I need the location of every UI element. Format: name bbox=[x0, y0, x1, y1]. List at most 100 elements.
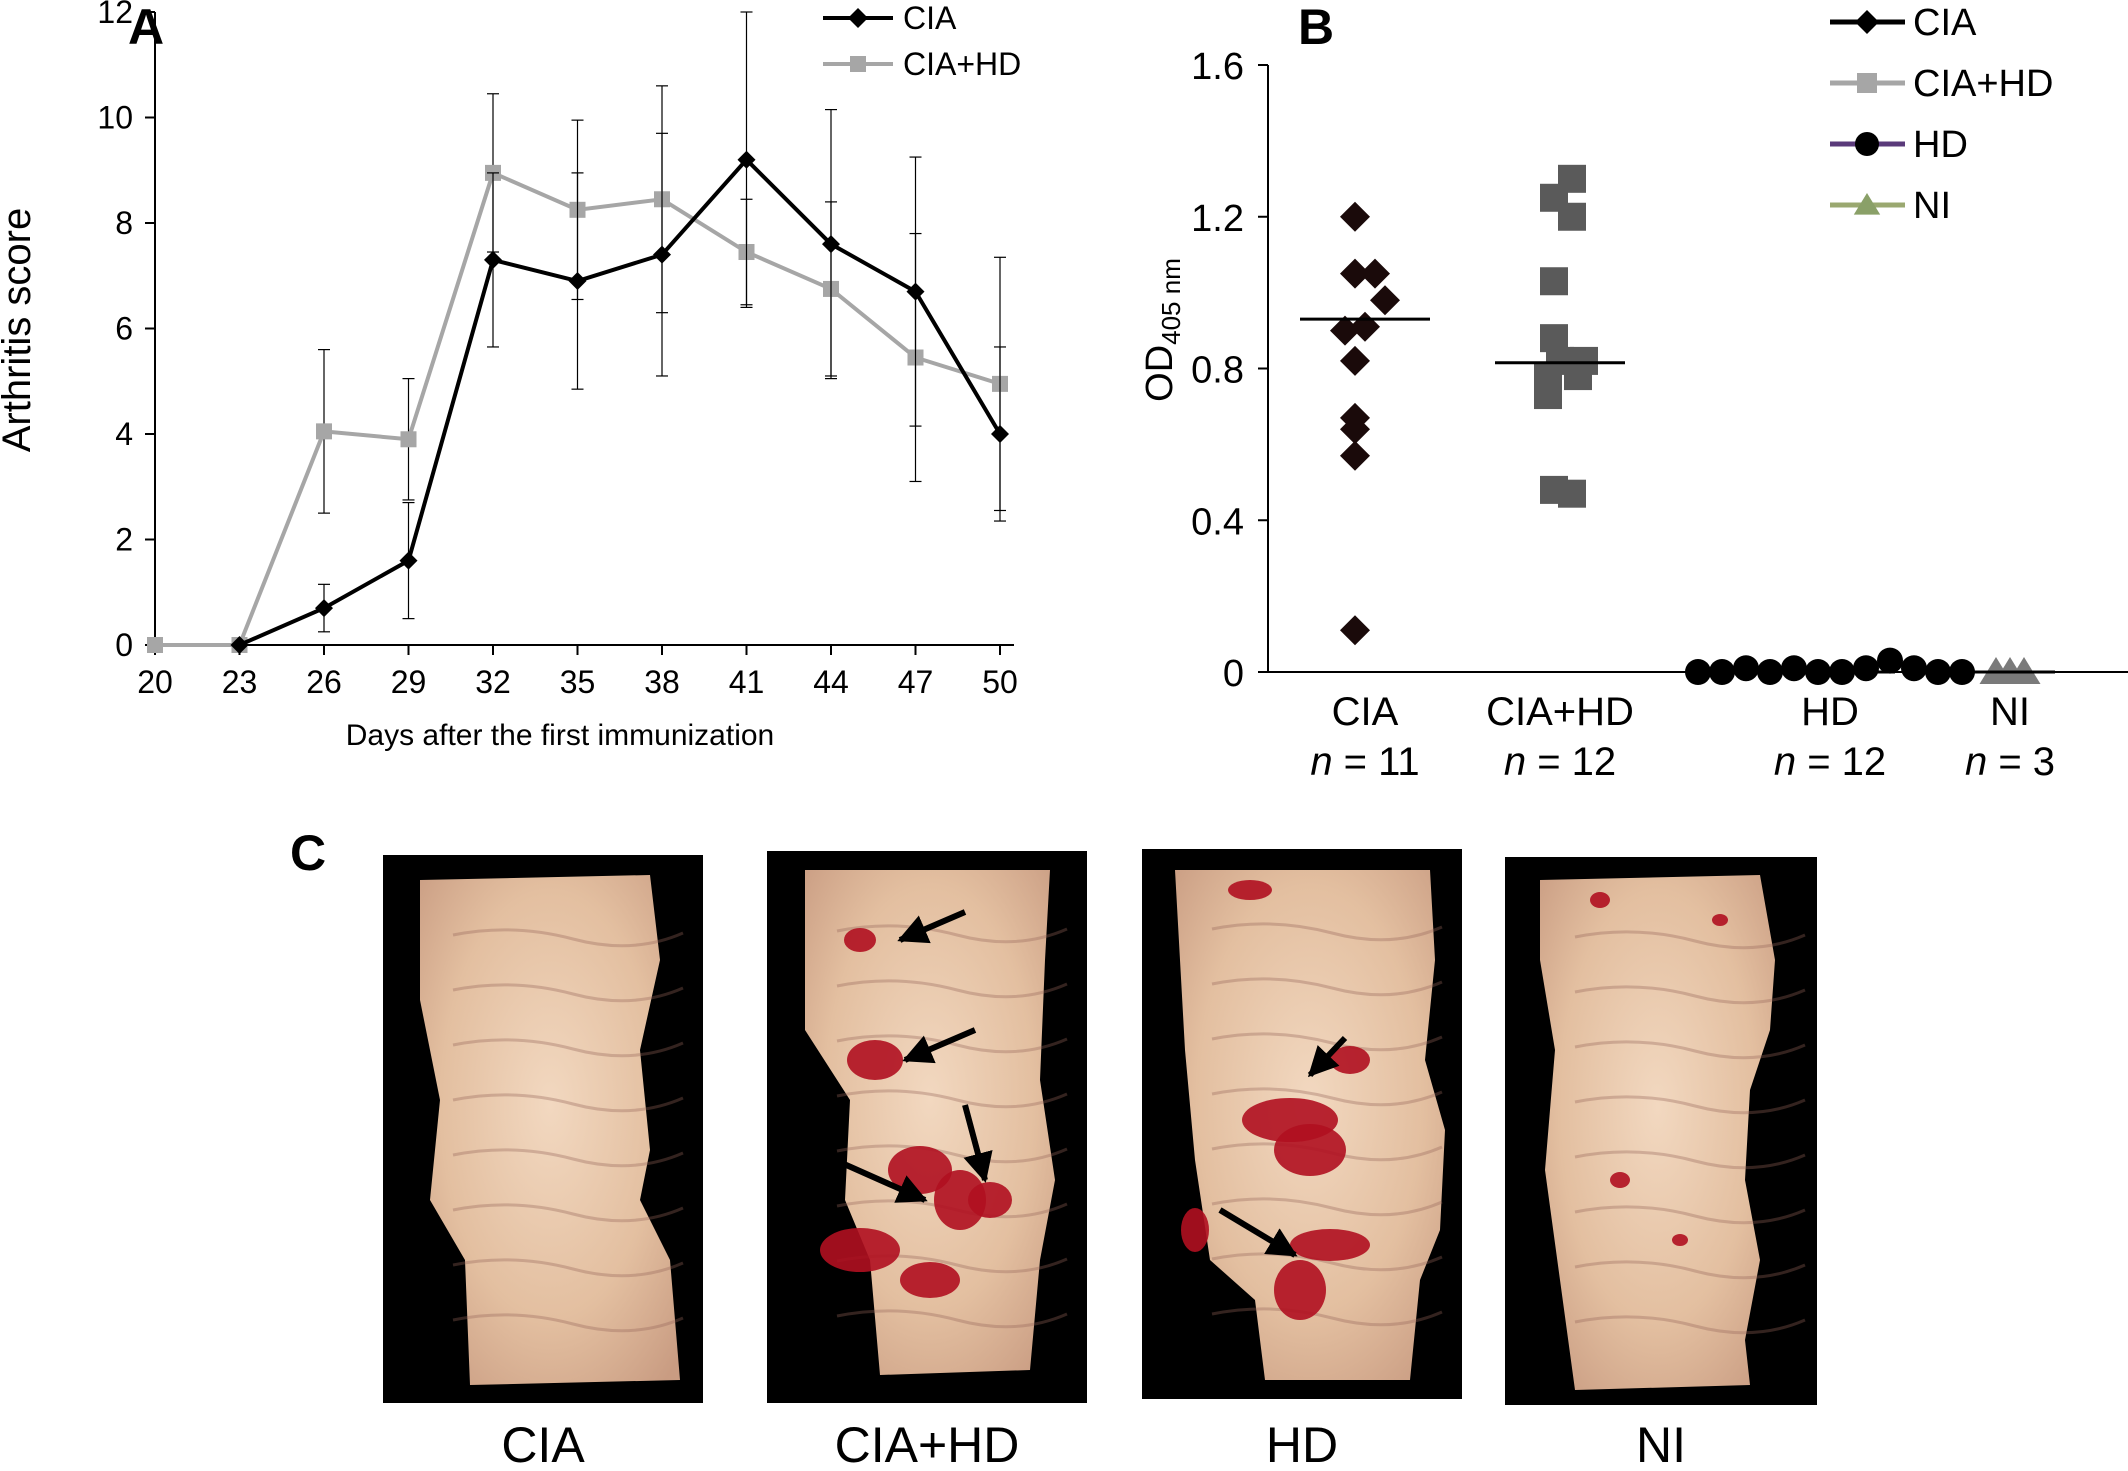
panel-a-y-tick-label: 6 bbox=[115, 311, 133, 347]
panel-a-data-point bbox=[484, 250, 502, 269]
red-stain-spot bbox=[1274, 1124, 1346, 1176]
tissue-texture bbox=[1211, 1197, 1443, 1217]
tissue-texture bbox=[452, 1038, 684, 1058]
tissue-texture bbox=[836, 1309, 1068, 1329]
red-stain-spot bbox=[1610, 1172, 1630, 1188]
panel-b-group-n: n = 12 bbox=[1504, 740, 1616, 784]
panel-a-line-chart: A Arthritis score Days after the first i… bbox=[0, 0, 1021, 752]
red-stain-spot bbox=[1274, 1260, 1326, 1320]
panel-b-data-point bbox=[1901, 655, 1927, 682]
panel-b-data-point bbox=[1340, 414, 1370, 445]
panel-a-data-point bbox=[991, 425, 1009, 443]
photo-cia: CIA bbox=[383, 855, 703, 1471]
photo-caption: NI bbox=[1636, 1417, 1686, 1471]
panel-b-y-axis-label-sub: 405 nm bbox=[1156, 258, 1186, 345]
panel-a-x-axis-label: Days after the first immunization bbox=[346, 719, 774, 752]
panel-b-legend-marker bbox=[1855, 10, 1879, 34]
photo-hd: HD bbox=[1142, 849, 1462, 1471]
tissue-texture bbox=[1211, 1032, 1443, 1052]
red-stain-spot bbox=[1672, 1234, 1688, 1246]
panel-b-data-point bbox=[1877, 647, 1903, 674]
panel-a-y-axis-label: Arthritis score bbox=[0, 208, 39, 453]
panel-b-legend: CIA CIA+HD HD NI bbox=[1830, 2, 2053, 227]
red-stain-spot bbox=[968, 1182, 1012, 1218]
panel-b-axes: 0 0.4 0.8 1.2 1.6 bbox=[1191, 46, 2128, 695]
red-stain-spot bbox=[1228, 880, 1272, 900]
panel-b-data-point bbox=[1340, 440, 1370, 471]
panel-a-data-point bbox=[822, 235, 840, 254]
panel-b-data-point bbox=[1534, 381, 1562, 410]
panel-b-group-hd: HDn = 12 bbox=[1685, 647, 1975, 784]
panel-b-group-n-italic: n bbox=[1774, 740, 1796, 784]
red-stain-spot bbox=[1712, 914, 1728, 926]
red-stain-spot bbox=[820, 1228, 900, 1272]
panel-b-group-n-value: = 12 bbox=[1796, 740, 1886, 784]
panel-a-series-line bbox=[238, 156, 1002, 647]
arrow-icon bbox=[1307, 1035, 1348, 1078]
tissue-texture bbox=[452, 1313, 684, 1333]
panel-a-letter: A bbox=[128, 0, 164, 55]
panel-a-y-tick-label: 2 bbox=[115, 522, 133, 558]
tissue-texture bbox=[1574, 930, 1806, 950]
panel-b-data-point bbox=[1685, 659, 1711, 685]
panel-a-x-tick-label: 32 bbox=[475, 664, 511, 700]
tissue-texture bbox=[1574, 1260, 1806, 1280]
panel-b-group-label: CIA bbox=[1332, 690, 1399, 734]
tissue-texture bbox=[1574, 1205, 1806, 1225]
tissue-texture bbox=[1574, 1095, 1806, 1115]
panel-b-data-point bbox=[1558, 479, 1586, 508]
panel-b-y-tick-label: 1.2 bbox=[1191, 198, 1244, 240]
tissue-sample bbox=[420, 875, 680, 1385]
panel-b-legend-label: CIA+HD bbox=[1913, 63, 2053, 105]
panel-a-x-tick-label: 47 bbox=[898, 664, 934, 700]
panel-b-data-point bbox=[1340, 345, 1370, 376]
panel-b-data-point bbox=[1853, 655, 1879, 682]
panel-a-x-tick-label: 20 bbox=[137, 664, 173, 700]
tissue-texture bbox=[1211, 922, 1443, 942]
tissue-texture bbox=[836, 1034, 1068, 1054]
tissue-texture bbox=[836, 1144, 1068, 1164]
panel-b-data-point bbox=[1360, 258, 1390, 289]
tissue-texture bbox=[1211, 1307, 1443, 1327]
tissue-texture bbox=[1211, 1252, 1443, 1272]
tissue-texture bbox=[452, 983, 684, 1003]
panel-b-data-point bbox=[1558, 202, 1586, 231]
panel-c-photos: C CIA CIA+HD HD NI bbox=[290, 825, 1817, 1471]
tissue-texture bbox=[836, 979, 1068, 999]
panel-b-group-n: n = 3 bbox=[1965, 740, 2055, 784]
panel-b-data-point bbox=[1340, 615, 1370, 646]
panel-b-legend-label: NI bbox=[1913, 185, 1951, 227]
panel-a-data-point bbox=[399, 551, 418, 570]
panel-a-data-point bbox=[147, 637, 163, 653]
red-stain-spot bbox=[1181, 1208, 1209, 1252]
panel-b-y-axis-label-main: OD bbox=[1139, 345, 1181, 402]
panel-b-group-n-value: = 11 bbox=[1333, 740, 1420, 784]
red-stain-spot bbox=[934, 1170, 986, 1230]
panel-b-y-tick-label: 0.4 bbox=[1191, 501, 1244, 543]
panel-b-y-tick-label: 0 bbox=[1223, 653, 1244, 695]
tissue-texture bbox=[836, 1089, 1068, 1109]
panel-b-data-point bbox=[1925, 659, 1951, 685]
panel-a-y-tick-label: 10 bbox=[97, 100, 133, 136]
panel-a-legend-label: CIA+HD bbox=[903, 46, 1021, 82]
arrow-icon bbox=[897, 909, 967, 944]
panel-a-data-point bbox=[653, 245, 671, 264]
panel-a-x-tick-label: 35 bbox=[560, 664, 596, 700]
panel-b-legend-marker bbox=[1857, 73, 1877, 93]
panel-b-group-label: HD bbox=[1801, 690, 1859, 734]
panel-a-data-point bbox=[906, 282, 925, 301]
panel-b-y-tick-label: 0.8 bbox=[1191, 350, 1244, 392]
panel-a-data-point bbox=[230, 636, 249, 654]
panel-a-y-tick-label: 12 bbox=[97, 0, 133, 30]
panel-b-group-n-italic: n bbox=[1310, 740, 1332, 784]
panel-a-x-tick-label: 23 bbox=[222, 664, 258, 700]
panel-b-group-n-italic: n bbox=[1504, 740, 1526, 784]
panel-b-data-point bbox=[1781, 655, 1807, 682]
panel-a-x-tick-label: 44 bbox=[813, 664, 849, 700]
panel-a-data-point bbox=[315, 599, 333, 618]
panel-b-legend-marker bbox=[1853, 193, 1881, 215]
tissue-texture bbox=[1574, 985, 1806, 1005]
